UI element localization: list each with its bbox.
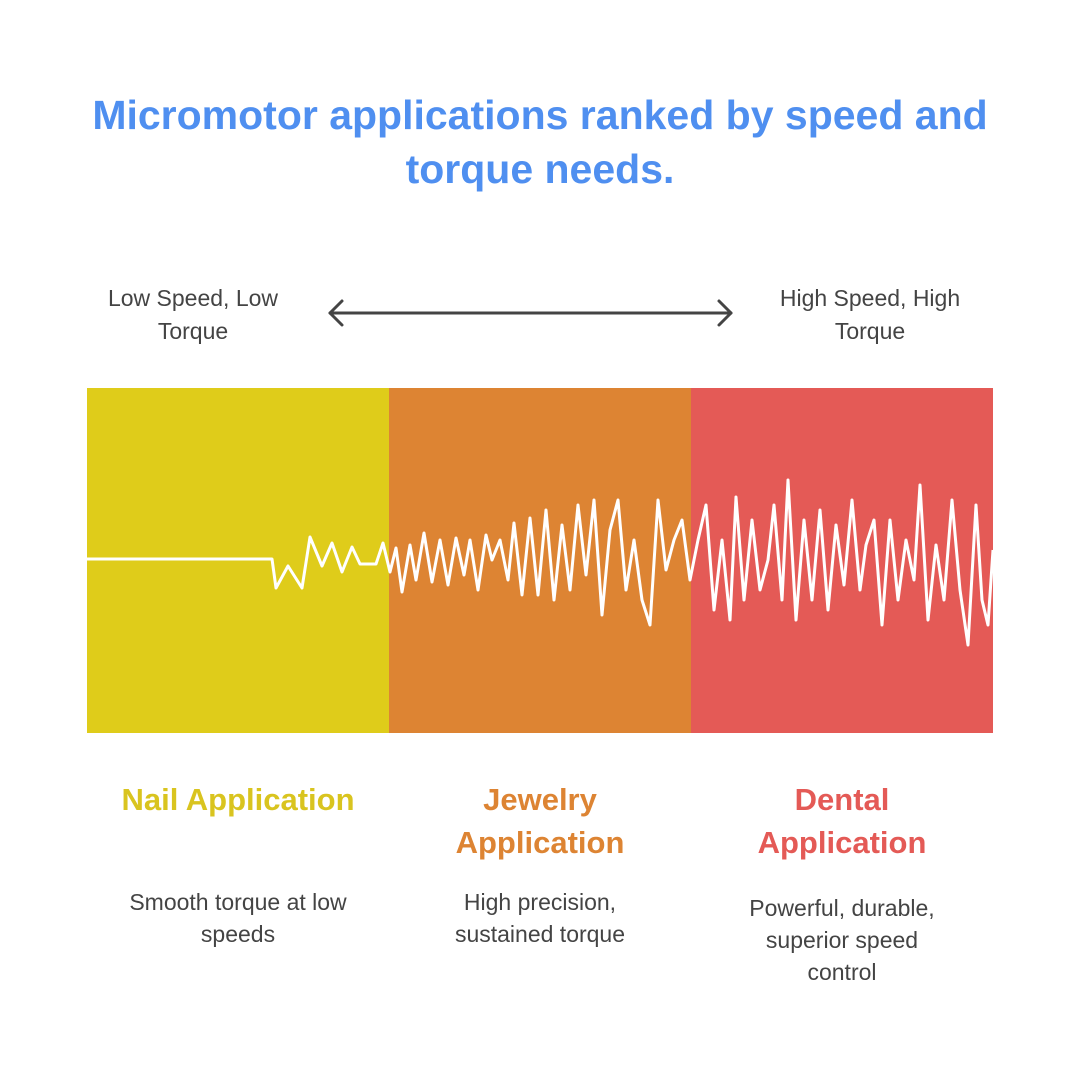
- scale-right-label: High Speed, High Torque: [779, 285, 961, 344]
- segment-title: Nail Application: [121, 782, 355, 817]
- segment-description: High precision, sustained torque: [454, 889, 626, 947]
- scale-left-label: Low Speed, Low Torque: [107, 285, 279, 344]
- segment-description: Powerful, durable, superior speed contro…: [749, 895, 935, 985]
- segment-title: Jewelry Application: [455, 782, 625, 860]
- segment-description: Smooth torque at low speeds: [129, 889, 347, 947]
- segment-title: Dental Application: [757, 782, 927, 860]
- wave: [87, 478, 995, 647]
- title: Micromotor applications ranked by speed …: [92, 92, 988, 192]
- double-arrow: [328, 299, 733, 327]
